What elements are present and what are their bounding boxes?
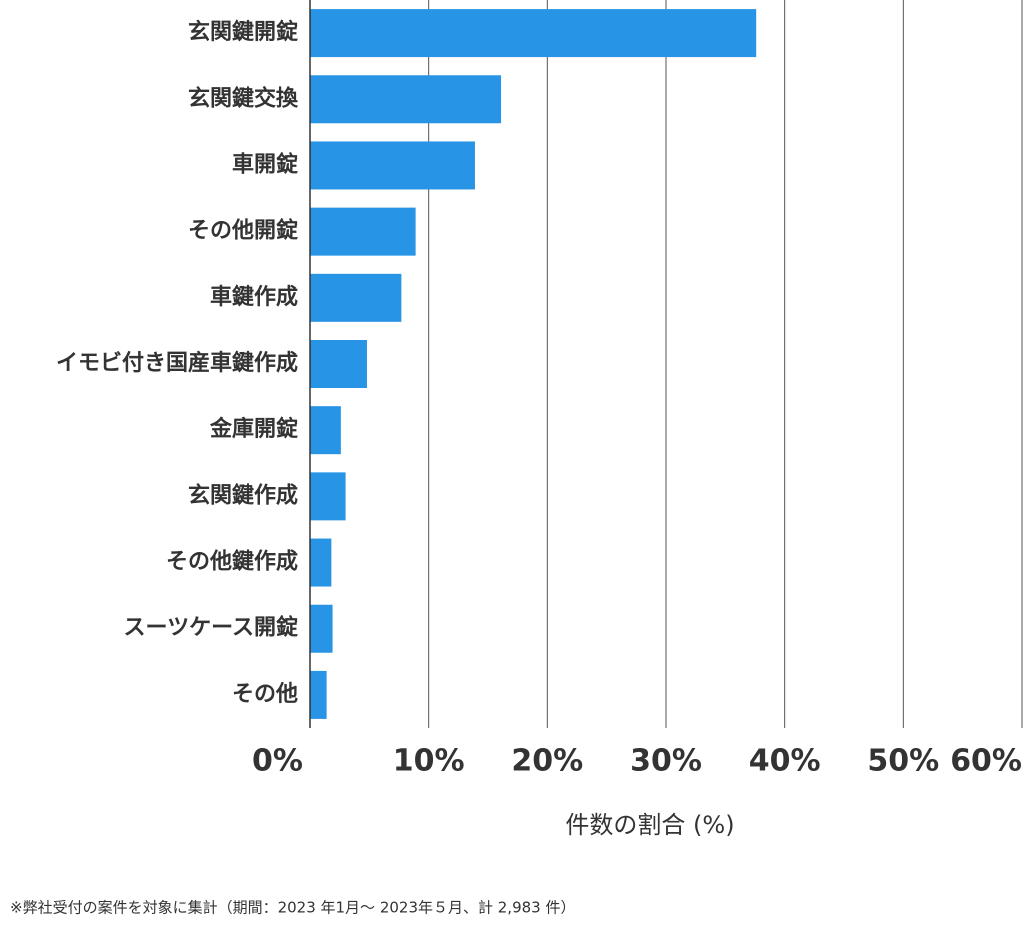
bar <box>310 472 346 521</box>
x-tick-label: 10% <box>393 744 465 779</box>
bar <box>310 340 367 388</box>
y-tick-label: イモビ付き国産車鍵作成 <box>56 350 298 376</box>
bar <box>310 604 333 653</box>
bar <box>310 538 332 587</box>
footnote: ※弊社受付の案件を対象に集計（期間：2023 年1月～ 2023年５月、計 2,… <box>10 899 575 917</box>
x-tick-label: 40% <box>749 744 821 779</box>
y-tick-label: 車鍵作成 <box>210 284 298 310</box>
bar <box>310 670 327 719</box>
y-tick-label: その他鍵作成 <box>166 549 298 575</box>
x-tick-label: 30% <box>630 744 702 779</box>
bar <box>310 141 475 190</box>
y-tick-label: その他開錠 <box>188 218 298 244</box>
x-tick-label: 0% <box>252 744 303 779</box>
y-tick-label: スーツケース開錠 <box>124 615 298 641</box>
x-tick-label: 50% <box>867 744 939 779</box>
y-tick-label: 金庫開錠 <box>209 416 298 442</box>
y-tick-label: 玄関鍵開錠 <box>188 19 298 45</box>
bar <box>310 75 502 124</box>
x-tick-label: 20% <box>511 744 583 779</box>
y-tick-label: 玄関鍵作成 <box>188 482 298 508</box>
x-tick-label: 60% <box>950 744 1022 779</box>
bar <box>310 273 402 322</box>
y-tick-label: その他 <box>232 682 298 707</box>
y-tick-label: 玄関鍵交換 <box>188 85 299 111</box>
bar <box>310 406 341 455</box>
y-tick-label: 車開錠 <box>232 151 298 177</box>
bar <box>310 207 416 256</box>
x-axis-label: 件数の割合 (%) <box>565 811 734 839</box>
bar <box>310 9 757 58</box>
